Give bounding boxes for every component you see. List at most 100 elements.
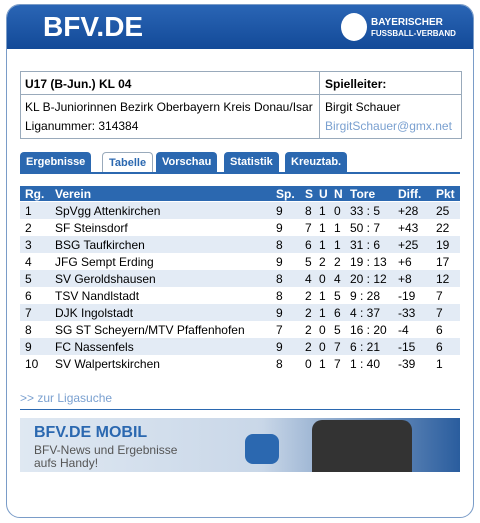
- cell: +25: [398, 238, 419, 252]
- cell: 8: [276, 289, 283, 303]
- cell: 7: [25, 306, 32, 320]
- row-bg: [20, 304, 460, 321]
- column-header: Pkt: [436, 187, 455, 201]
- cell: 19 : 13: [350, 255, 387, 269]
- row-bg: [20, 253, 460, 270]
- cell: 1: [25, 204, 32, 218]
- cell: 16 : 20: [350, 323, 387, 337]
- row-bg: [20, 321, 460, 338]
- tab[interactable]: Kreuztab.: [285, 152, 348, 172]
- row-bg: [20, 270, 460, 287]
- cell: 8: [276, 272, 283, 286]
- cell: 8: [25, 323, 32, 337]
- cell: SV Geroldshausen: [55, 272, 156, 286]
- cell: 0: [334, 204, 341, 218]
- cell: 1: [319, 221, 326, 235]
- cell: 3: [25, 238, 32, 252]
- cell: 9 : 28: [350, 289, 381, 303]
- cell: 19: [436, 238, 450, 252]
- cell: 12: [436, 272, 450, 286]
- cell: 1: [436, 357, 443, 371]
- column-header: Diff.: [398, 187, 422, 201]
- leader-email[interactable]: BirgitSchauer@gmx.net: [325, 119, 452, 133]
- cell: 6: [436, 340, 443, 354]
- cell: 5: [334, 289, 341, 303]
- banner-text: aufs Handy!: [34, 456, 99, 470]
- cell: 2: [305, 289, 312, 303]
- cell: TSV Nandlstadt: [55, 289, 140, 303]
- cell: 0: [319, 323, 326, 337]
- cell: SV Walpertskirchen: [55, 357, 160, 371]
- cell: 6: [25, 289, 32, 303]
- cell: 31 : 6: [350, 238, 381, 252]
- cell: 1: [319, 238, 326, 252]
- cell: -39: [398, 357, 416, 371]
- cell: JFG Sempt Erding: [55, 255, 154, 269]
- mobile-banner[interactable]: BFV.DE MOBIL BFV-News und Ergebnisse auf…: [20, 418, 460, 472]
- cell: -19: [398, 289, 416, 303]
- cell: 8: [276, 238, 283, 252]
- cell: 7: [305, 221, 312, 235]
- cell: 4: [25, 255, 32, 269]
- header-bar: BFV.DE BAYERISCHER FUSSBALL-VERBAND: [7, 5, 473, 49]
- cell: 1: [319, 204, 326, 218]
- cell: 20 : 12: [350, 272, 387, 286]
- banner-text: BFV-News und Ergebnisse: [34, 443, 178, 457]
- cell: 10: [25, 357, 39, 371]
- cell: 9: [276, 204, 283, 218]
- league-name: KL B-Juniorinnen Bezirk Oberbayern Kreis…: [25, 100, 313, 114]
- cell: 1 : 40: [350, 357, 381, 371]
- cell: 1: [334, 238, 341, 252]
- site-logo[interactable]: BFV.DE: [43, 11, 144, 42]
- cell: -15: [398, 340, 416, 354]
- cell: 8: [276, 357, 283, 371]
- cell: 9: [276, 255, 283, 269]
- cell: SpVgg Attenkirchen: [55, 204, 161, 218]
- cell: 2: [334, 255, 341, 269]
- cell: 4: [334, 272, 341, 286]
- cell: 2: [305, 340, 312, 354]
- cell: 9: [276, 306, 283, 320]
- row-bg: [20, 287, 460, 304]
- cell: 0: [319, 340, 326, 354]
- cell: DJK Ingolstadt: [55, 306, 134, 320]
- cell: 33 : 5: [350, 204, 381, 218]
- cell: 5: [25, 272, 32, 286]
- column-header: N: [334, 187, 343, 201]
- cell: 2: [305, 323, 312, 337]
- org-name: FUSSBALL-VERBAND: [371, 29, 456, 38]
- cell: FC Nassenfels: [55, 340, 134, 354]
- column-header: Verein: [55, 187, 92, 201]
- tab[interactable]: Tabelle: [102, 152, 154, 172]
- cell: 1: [319, 357, 326, 371]
- row-bg: [20, 236, 460, 253]
- cell: 6: [334, 306, 341, 320]
- cell: 4 : 37: [350, 306, 381, 320]
- phone-image: [312, 420, 412, 472]
- column-header: S: [305, 187, 314, 201]
- cell: 8: [305, 204, 312, 218]
- cell: 9: [276, 340, 283, 354]
- cell: 7: [334, 357, 341, 371]
- banner-title: BFV.DE MOBIL: [34, 424, 148, 441]
- tab-line: [20, 172, 460, 174]
- column-header: Sp.: [276, 187, 295, 201]
- row-bg: [20, 202, 460, 219]
- cell: 6: [436, 323, 443, 337]
- row-bg: [20, 338, 460, 355]
- cell: 0: [305, 357, 312, 371]
- org-name: BAYERISCHER: [371, 17, 443, 28]
- cell: 17: [436, 255, 450, 269]
- cell: 7: [436, 289, 443, 303]
- cell: 6: [305, 238, 312, 252]
- search-link[interactable]: >> zur Ligasuche: [20, 391, 113, 405]
- cell: +28: [398, 204, 419, 218]
- tab[interactable]: Statistik: [224, 152, 279, 172]
- org-emblem: [341, 13, 367, 41]
- divider: [20, 409, 460, 410]
- table-header: [20, 186, 460, 201]
- tab[interactable]: Ergebnisse: [20, 152, 92, 172]
- tab[interactable]: Vorschau: [156, 152, 218, 172]
- cell: BSG Taufkirchen: [55, 238, 145, 252]
